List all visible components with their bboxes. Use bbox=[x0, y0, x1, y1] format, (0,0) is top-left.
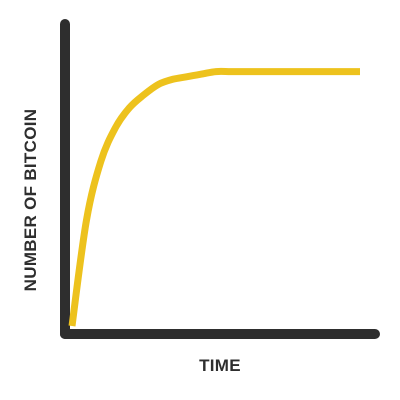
series-layer bbox=[68, 67, 360, 327]
y-axis-label: NUMBER OF BITCOIN bbox=[21, 109, 40, 292]
x-axis-label: TIME bbox=[199, 356, 241, 375]
axes bbox=[60, 19, 380, 339]
series-line-0 bbox=[68, 67, 360, 327]
